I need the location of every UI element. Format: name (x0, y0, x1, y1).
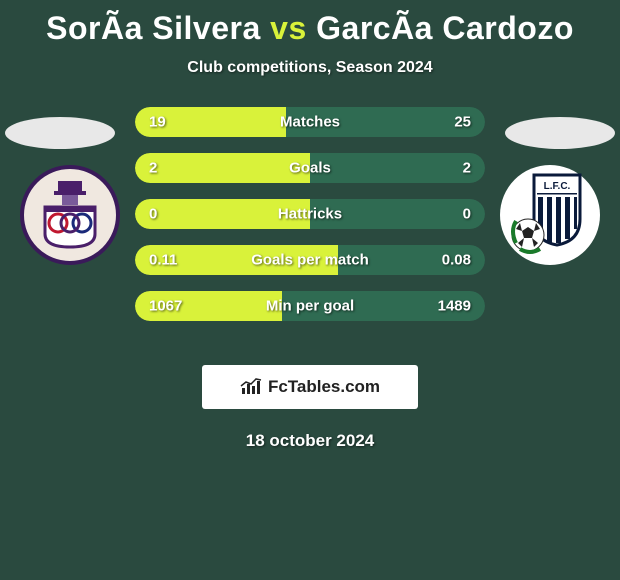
stat-bars: 19 25 Matches 2 2 Goals 0 0 Hattricks 0.11 0.08 Goa… (135, 107, 485, 337)
stat-bar: 19 25 Matches (135, 107, 485, 137)
brand-box: FcTables.com (202, 365, 418, 409)
player2-name: GarcÃ­a Cardozo (316, 10, 574, 46)
stat-label: Min per goal (266, 298, 354, 315)
shadow-ellipse-right (505, 117, 615, 149)
stat-value-right: 1489 (438, 298, 471, 315)
date-text: 18 october 2024 (0, 431, 620, 451)
comparison-title: SorÃ­a Silvera vs GarcÃ­a Cardozo (0, 0, 620, 47)
stat-label: Goals per match (251, 252, 369, 269)
stat-value-right: 0.08 (442, 252, 471, 269)
stat-label: Goals (289, 160, 331, 177)
team-crest-right: L.F.C. (500, 165, 600, 265)
stat-value-left: 0 (149, 206, 157, 223)
stat-label: Hattricks (278, 206, 342, 223)
stat-value-left: 2 (149, 160, 157, 177)
stat-bar: 0 0 Hattricks (135, 199, 485, 229)
brand-text: FcTables.com (268, 377, 380, 397)
stat-value-right: 25 (454, 114, 471, 131)
stat-value-left: 0.11 (149, 252, 177, 269)
stat-bar: 2 2 Goals (135, 153, 485, 183)
crest-right-graphic: L.F.C. (510, 171, 590, 259)
stat-fill-right (310, 153, 485, 183)
svg-text:L.F.C.: L.F.C. (544, 181, 571, 192)
stat-value-left: 1067 (149, 298, 182, 315)
stat-fill-left (135, 153, 310, 183)
stat-value-left: 19 (149, 114, 166, 131)
stat-value-right: 0 (463, 206, 471, 223)
vs-separator: vs (270, 10, 307, 46)
stat-bar: 0.11 0.08 Goals per match (135, 245, 485, 275)
crest-left-graphic (40, 179, 100, 249)
comparison-stage: L.F.C. 1925Matches22Goals00Hattricks0. (0, 107, 620, 357)
team-crest-left (20, 165, 120, 265)
stat-label: Matches (280, 114, 340, 131)
subtitle: Club competitions, Season 2024 (0, 59, 620, 77)
stat-bar: 1067 1489 Min per goal (135, 291, 485, 321)
player1-name: SorÃ­a Silvera (46, 10, 261, 46)
brand-chart-icon (240, 378, 262, 396)
stat-value-right: 2 (463, 160, 471, 177)
shadow-ellipse-left (5, 117, 115, 149)
